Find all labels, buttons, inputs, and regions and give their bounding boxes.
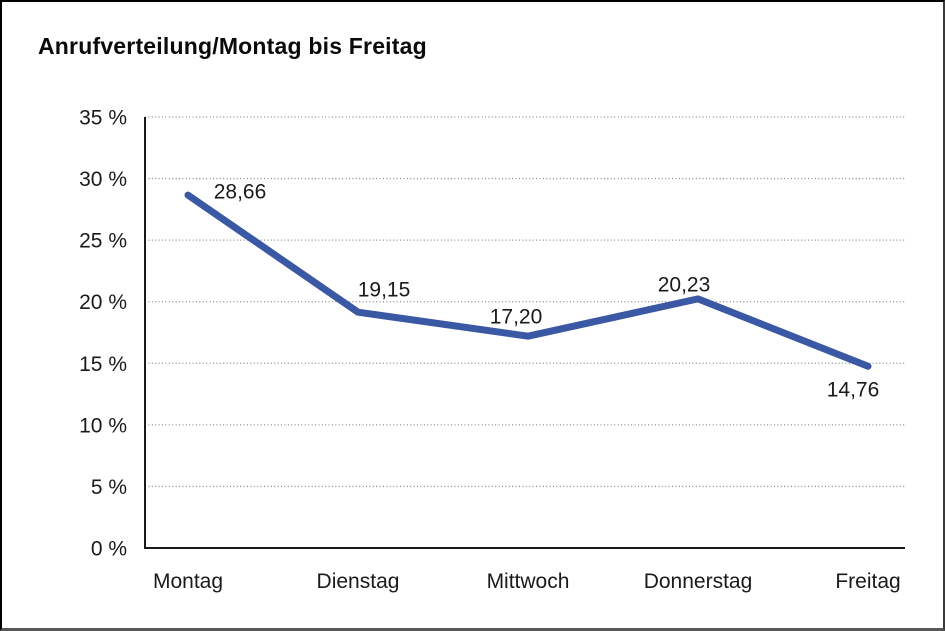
y-tick-label: 35 % — [79, 107, 127, 130]
x-category-label: Dienstag — [317, 570, 400, 593]
x-category-label: Donnerstag — [644, 570, 753, 593]
data-point-label: 19,15 — [358, 279, 411, 302]
data-point-label: 17,20 — [490, 306, 543, 329]
data-point-label: 28,66 — [214, 181, 267, 204]
data-point-label: 20,23 — [658, 273, 711, 296]
chart-title: Anrufverteilung/Montag bis Freitag — [38, 33, 427, 59]
axis-lines — [144, 117, 905, 549]
x-category-label: Mittwoch — [487, 570, 570, 593]
y-tick-label: 0 % — [91, 538, 127, 561]
y-tick-label: 15 % — [79, 353, 127, 376]
series-line — [184, 191, 872, 370]
y-tick-label: 10 % — [79, 414, 127, 437]
y-tick-label: 30 % — [79, 168, 127, 191]
data-point-label: 14,76 — [827, 379, 880, 402]
y-tick-label: 5 % — [91, 476, 127, 499]
y-tick-label: 20 % — [79, 291, 127, 314]
x-category-label: Freitag — [835, 570, 900, 593]
x-category-label: Montag — [153, 570, 223, 593]
y-tick-label: 25 % — [79, 230, 127, 253]
